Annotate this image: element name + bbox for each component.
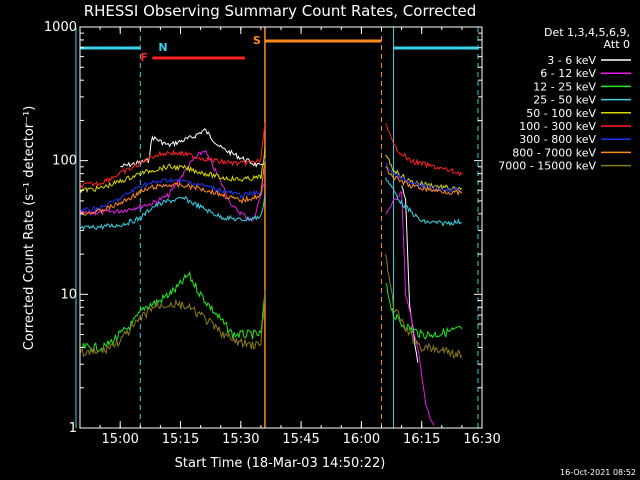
series-line-3	[385, 283, 463, 340]
legend-header-line-1: Det 1,3,4,5,6,9,	[544, 26, 630, 39]
y-tick-label: 10	[60, 287, 77, 302]
interval-bars: N S F	[75, 27, 479, 428]
y-tick-label: 1	[69, 421, 77, 436]
series-layer	[79, 122, 463, 426]
series-line-5	[79, 148, 266, 194]
series-line-8	[79, 161, 266, 216]
legend-label-9: 7000 - 15000 keV	[498, 160, 596, 173]
series-line-8	[385, 166, 463, 197]
x-tick-label: 16:00	[343, 432, 380, 447]
x-tick-label: 15:30	[222, 432, 259, 447]
series-line-9	[385, 253, 463, 359]
series-line-7	[385, 162, 462, 193]
marker-s: S	[253, 34, 261, 47]
x-tick-label: 16:15	[403, 432, 440, 447]
x-axis-label: Start Time (18-Mar-03 14:50:22)	[175, 456, 386, 471]
axes: 15:00 15:15 15:30 15:45 16:00 16:15 16:30 1 10 10…	[44, 20, 501, 447]
series-line-1	[401, 185, 419, 363]
series-line-6	[385, 123, 463, 177]
series-line-9	[79, 289, 266, 357]
legend-label-4: 25 - 50 keV	[533, 94, 596, 107]
x-tick-label: 15:45	[282, 432, 319, 447]
y-axis-label: Corrected Count Rate (s⁻¹ detector⁻¹)	[22, 106, 37, 351]
series-line-3	[79, 270, 266, 354]
x-tick-label: 16:30	[463, 432, 500, 447]
series-line-2	[385, 191, 435, 426]
y-tick-label: 100	[52, 154, 77, 169]
series-line-7	[79, 158, 266, 214]
series-line-2	[79, 149, 266, 223]
x-tick-label: 15:15	[162, 432, 199, 447]
legend-label-6: 100 - 300 keV	[519, 120, 596, 133]
series-line-4	[385, 177, 462, 227]
legend-label-2: 6 - 12 keV	[540, 67, 596, 80]
chart-title: RHESSI Observing Summary Count Rates, Co…	[84, 2, 477, 20]
legend-label-1: 3 - 6 keV	[547, 54, 596, 67]
legend-label-5: 50 - 100 keV	[526, 107, 596, 120]
marker-n: N	[158, 41, 167, 54]
series-line-6	[79, 122, 266, 189]
marker-f: F	[140, 51, 148, 64]
footer-date: 16-Oct-2021 08:52	[560, 468, 636, 477]
x-tick-label: 15:00	[101, 432, 138, 447]
series-line-4	[79, 194, 266, 231]
legend-label-8: 800 - 7000 keV	[512, 146, 596, 159]
legend-header-line-2: Att 0	[604, 38, 630, 51]
legend-label-7: 300 - 800 keV	[519, 133, 596, 146]
y-tick-label: 1000	[44, 20, 77, 35]
legend-label-3: 12 - 25 keV	[533, 80, 596, 93]
